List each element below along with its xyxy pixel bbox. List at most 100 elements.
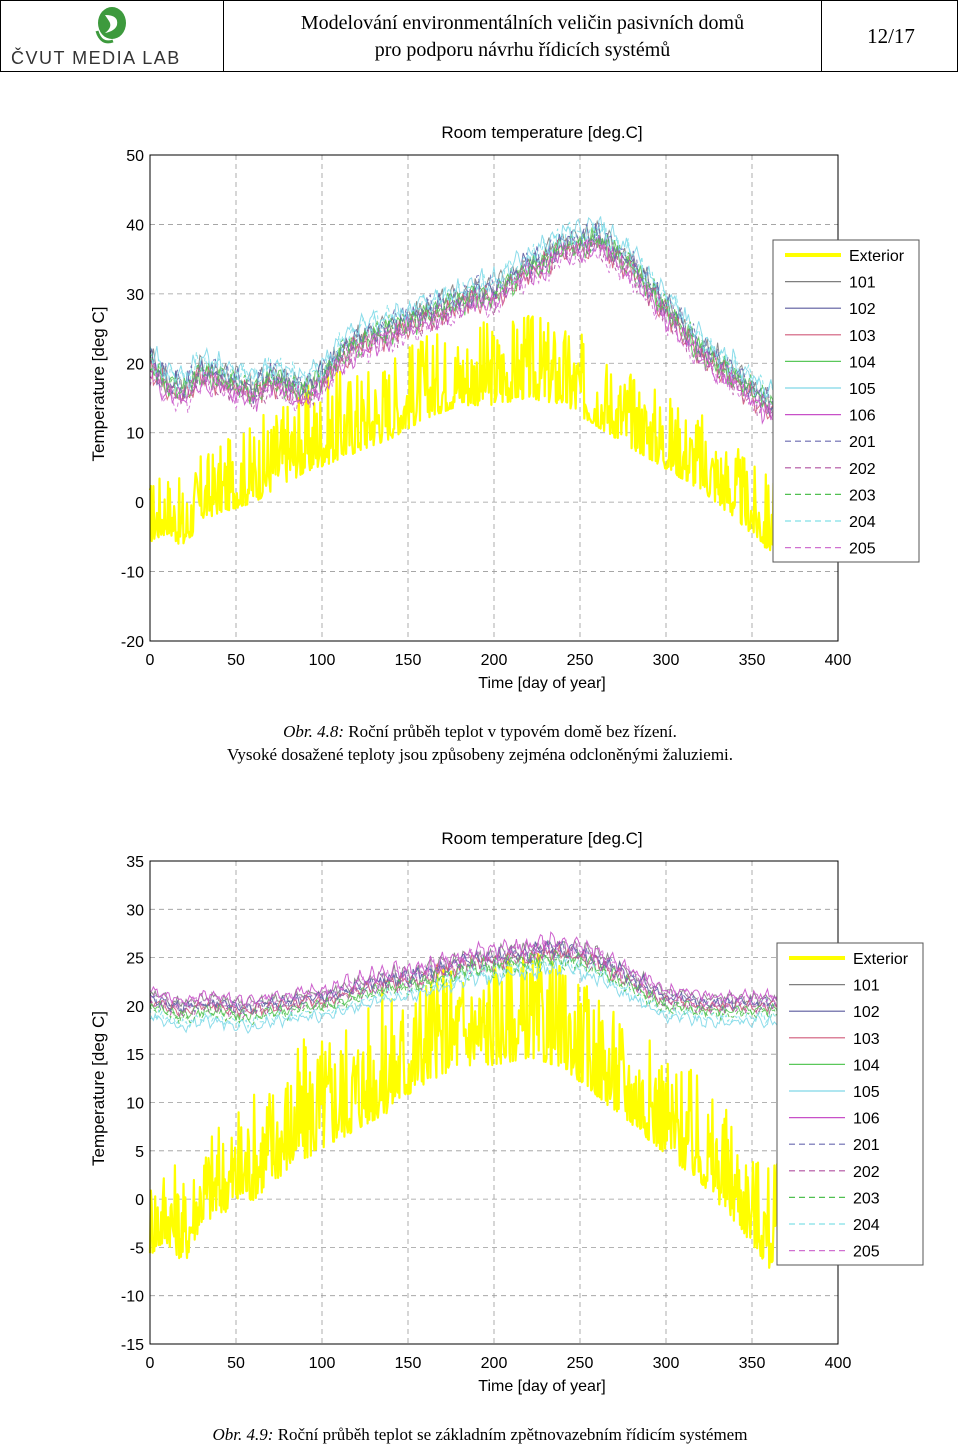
series-106 — [149, 235, 779, 425]
chart-room-temperature-no-control: 0 50 100 150 200 250 300 350 400 -20 -10 0 10 20 30 40 5… — [89, 123, 920, 692]
chart-title: Room temperature [deg.C] — [441, 829, 642, 848]
y-tick-label: 10 — [126, 1096, 144, 1113]
legend-label: 102 — [849, 301, 876, 318]
caption-line-2: Vysoké dosažené teploty jsou způsobeny z… — [226, 745, 734, 764]
y-tick-label: -20 — [121, 634, 144, 651]
legend-label: 103 — [853, 1031, 880, 1048]
series-105 — [149, 216, 779, 409]
y-tick-label: -5 — [130, 1240, 144, 1257]
series-204 — [149, 221, 779, 405]
legend-label: 103 — [849, 328, 876, 345]
y-tick-label: 10 — [126, 426, 144, 443]
y-tick-label: 35 — [126, 854, 144, 871]
legend-label: 104 — [853, 1057, 880, 1074]
y-tick-label: 0 — [135, 495, 144, 512]
x-tick-label: 300 — [653, 652, 680, 669]
legend-box — [776, 942, 924, 1266]
x-tick-label: 200 — [481, 1355, 508, 1372]
legend-label: 204 — [853, 1217, 880, 1234]
y-axis-label: Temperature [deg C] — [89, 1011, 108, 1166]
y-tick-label: 15 — [126, 1047, 144, 1064]
y-tick-label: 0 — [135, 1192, 144, 1209]
legend: Exterior 101 102 103 104 105 106 201 202 203 204 20… — [776, 942, 924, 1266]
y-tick-label: 20 — [126, 356, 144, 373]
legend-label: 104 — [849, 354, 876, 371]
x-axis-label: Time [day of year] — [478, 675, 605, 692]
x-tick-label: 50 — [227, 1355, 245, 1372]
x-tick-label: 400 — [825, 652, 852, 669]
caption-label: Obr. — [283, 722, 313, 741]
x-tick-label: 200 — [481, 652, 508, 669]
legend-label: Exterior — [849, 248, 905, 265]
legend-label: 106 — [849, 408, 876, 425]
figure-4-8-caption: Obr. 4.8: Roční průběh teplot v typovém … — [0, 720, 960, 766]
y-tick-label: 30 — [126, 287, 144, 304]
logo-text: ČVUT MEDIA LAB — [11, 47, 181, 68]
y-tick-label: 20 — [126, 999, 144, 1016]
legend-label: 202 — [853, 1164, 880, 1181]
y-tick-label: 25 — [126, 951, 144, 968]
series-105 — [149, 957, 779, 1034]
series-exterior — [148, 953, 779, 1269]
legend-box — [772, 239, 920, 563]
x-axis-label: Time [day of year] — [478, 1378, 605, 1395]
y-tick-label: -15 — [121, 1337, 144, 1354]
y-tick-label: 5 — [135, 1144, 144, 1161]
chart-room-temperature-feedback-control: 0 50 100 150 200 250 300 350 400 -15 -10 -5 0 5 10 15 20… — [89, 829, 924, 1395]
x-tick-label: 350 — [739, 1355, 766, 1372]
caption-number: 4.9: — [246, 1425, 274, 1444]
x-tick-label: 100 — [309, 652, 336, 669]
legend: Exterior 101 102 103 104 105 106 201 202 203 204 20… — [772, 239, 920, 563]
legend-label: Exterior — [853, 951, 909, 968]
legend-label: 101 — [849, 275, 876, 292]
series-205 — [149, 238, 779, 426]
caption-label: Obr. — [212, 1425, 243, 1444]
legend-label: 105 — [853, 1084, 880, 1101]
legend-label: 101 — [853, 978, 880, 995]
series-exterior — [148, 314, 779, 552]
legend-label: 203 — [849, 487, 876, 504]
y-tick-label: -10 — [121, 1289, 144, 1306]
series-101 — [149, 938, 779, 1008]
x-tick-label: 100 — [309, 1355, 336, 1372]
x-tick-label: 250 — [567, 1355, 594, 1372]
y-axis-label: Temperature [deg C] — [89, 307, 108, 462]
caption-text: Roční průběh teplot se základním zpětnov… — [277, 1425, 748, 1444]
title-line-1: Modelování environmentálních veličin pas… — [300, 12, 745, 34]
chart-title: Room temperature [deg.C] — [441, 123, 642, 142]
series-203 — [149, 953, 779, 1026]
legend-label: 205 — [853, 1244, 880, 1261]
legend-label: 105 — [849, 381, 876, 398]
x-tick-label: 150 — [395, 652, 422, 669]
leaf-icon — [95, 7, 126, 44]
caption-number: 4.8: — [317, 722, 345, 741]
legend-label: 102 — [853, 1004, 880, 1021]
x-tick-label: 350 — [739, 652, 766, 669]
legend-label: 205 — [849, 541, 876, 558]
series-205 — [149, 938, 779, 1010]
series-104 — [149, 227, 778, 415]
series-104 — [149, 949, 779, 1022]
series-204 — [149, 955, 779, 1029]
figure-4-9-caption: Obr. 4.9: Roční průběh teplot se základn… — [0, 1423, 960, 1446]
logo: ČVUT MEDIA LAB — [1, 1, 224, 71]
x-tick-label: 400 — [825, 1355, 852, 1372]
x-tick-label: 0 — [146, 652, 155, 669]
series-203 — [149, 228, 779, 407]
title-line-2: pro podporu návrhu řídicích systémů — [374, 39, 671, 61]
legend-label: 204 — [849, 514, 876, 531]
legend-label: 201 — [849, 434, 876, 451]
caption-text: Roční průběh teplot v typovém domě bez ř… — [348, 722, 677, 741]
legend-label: 202 — [849, 461, 876, 478]
legend-label: 106 — [853, 1111, 880, 1128]
series-202 — [149, 235, 779, 421]
cvut-media-lab-logo: ČVUT MEDIA LAB — [11, 7, 181, 68]
y-tick-label: 40 — [126, 217, 144, 234]
y-tick-label: 30 — [126, 902, 144, 919]
x-tick-label: 250 — [567, 652, 594, 669]
page-header: ČVUT MEDIA LAB Modelování environmentáln… — [0, 0, 958, 72]
page-number: 12/17 — [867, 24, 915, 48]
x-tick-label: 300 — [653, 1355, 680, 1372]
legend-label: 201 — [853, 1137, 880, 1154]
y-tick-label: 50 — [126, 148, 144, 165]
